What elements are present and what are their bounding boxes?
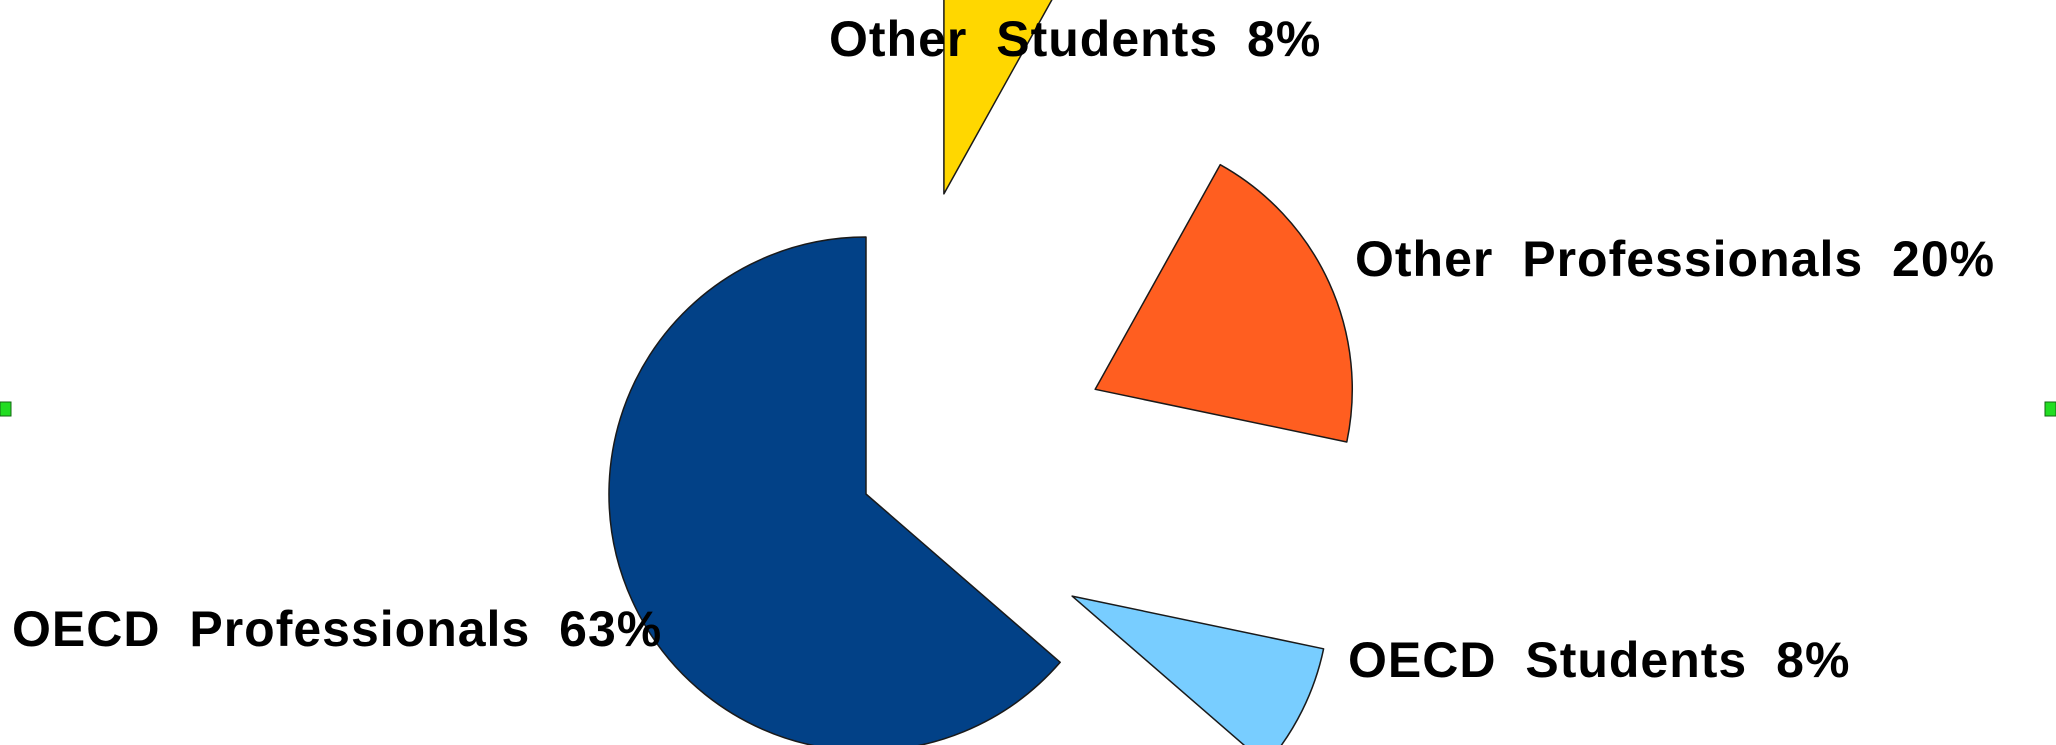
selection-handle-right[interactable]: [2044, 401, 2056, 417]
selection-handle-left[interactable]: [0, 401, 12, 417]
pie-slice-oecd-students: [1071, 595, 1325, 745]
pie-slice-oecd-professionals: [608, 236, 1061, 745]
slice-label-other-professionals: Other Professionals 20%: [1355, 231, 1995, 287]
pie-labels: OECD Professionals 63% OECD Students 8% …: [12, 11, 1995, 688]
slice-label-oecd-professionals: OECD Professionals 63%: [12, 601, 662, 657]
slice-label-other-students: Other Students 8%: [829, 11, 1321, 67]
pie-slice-other-professionals: [1094, 163, 1354, 443]
pie-slice-other-students: [943, 0, 1053, 195]
pie-slices: [608, 0, 1354, 745]
slice-label-oecd-students: OECD Students 8%: [1348, 632, 1850, 688]
